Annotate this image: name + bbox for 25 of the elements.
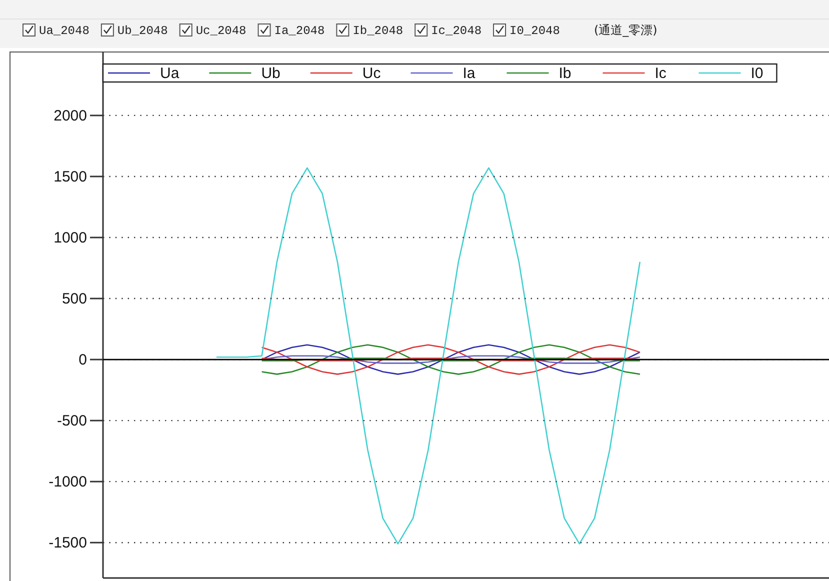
- y-tick-label: 2000: [54, 107, 87, 124]
- text: I0_2048: [510, 24, 560, 38]
- text: Ib_2048: [352, 24, 404, 38]
- y-tick-label: -1000: [48, 474, 87, 491]
- text: Ic_2048: [431, 24, 482, 38]
- y-tick-label: 1500: [54, 168, 87, 186]
- legend-label: Ua: [160, 65, 180, 82]
- y-tick-label: -1500: [48, 534, 87, 552]
- legend-label: Ib: [558, 65, 572, 82]
- legend-label: Uc: [362, 65, 382, 82]
- text: Ub_2048: [117, 24, 168, 38]
- legend-label: I0: [750, 65, 764, 82]
- text: (通道_零漂): [594, 23, 658, 37]
- legend-label: Ub: [261, 65, 280, 82]
- legend-label: Ia: [462, 65, 476, 82]
- legend-label: Ic: [654, 65, 667, 82]
- y-tick-label: 1000: [54, 230, 87, 247]
- line-series: [216, 167, 641, 544]
- text: Ia_2048: [274, 24, 325, 38]
- y-tick-label: 0: [78, 352, 87, 369]
- text: Ua_2048: [39, 24, 90, 38]
- text: Uc_2048: [196, 24, 246, 38]
- y-tick-label: -500: [56, 412, 87, 430]
- line-series: [261, 344, 641, 375]
- y-tick-label: 500: [62, 290, 87, 308]
